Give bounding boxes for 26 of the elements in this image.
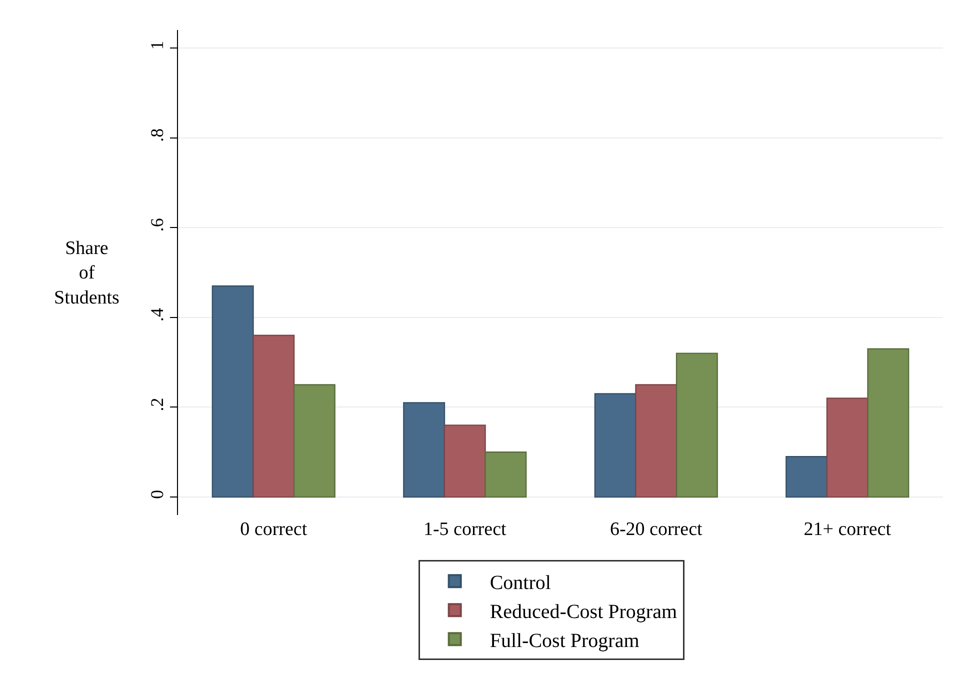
bar: [594, 393, 636, 498]
bar: [484, 452, 527, 498]
bar: [826, 398, 868, 498]
x-tick-label: 1-5 correct: [423, 519, 508, 540]
bar: [403, 402, 446, 498]
bar: [786, 456, 828, 498]
y-tick-label: .6: [146, 218, 167, 232]
bar: [252, 334, 295, 498]
bar: [293, 384, 336, 498]
y-tick-label: .4: [146, 308, 167, 322]
x-tick-label: 0 correct: [240, 519, 308, 540]
y-axis-title: Share of Students: [54, 238, 120, 308]
bar: [635, 384, 678, 498]
x-tick-label: 21+ correct: [804, 519, 892, 540]
bar: [867, 348, 910, 498]
legend-label: Full-Cost Program: [490, 630, 640, 652]
bar: [212, 285, 254, 498]
y-tick-label: .8: [146, 128, 167, 142]
y-tick-label: 0: [146, 490, 167, 499]
legend-label: Control: [490, 572, 552, 594]
y-tick-label: .2: [146, 398, 167, 412]
x-tick-label: 6-20 correct: [610, 519, 704, 540]
legend-label: Reduced-Cost Program: [490, 600, 678, 623]
bar: [444, 424, 486, 498]
y-tick-label: 1: [146, 40, 167, 50]
bar: [676, 352, 718, 498]
